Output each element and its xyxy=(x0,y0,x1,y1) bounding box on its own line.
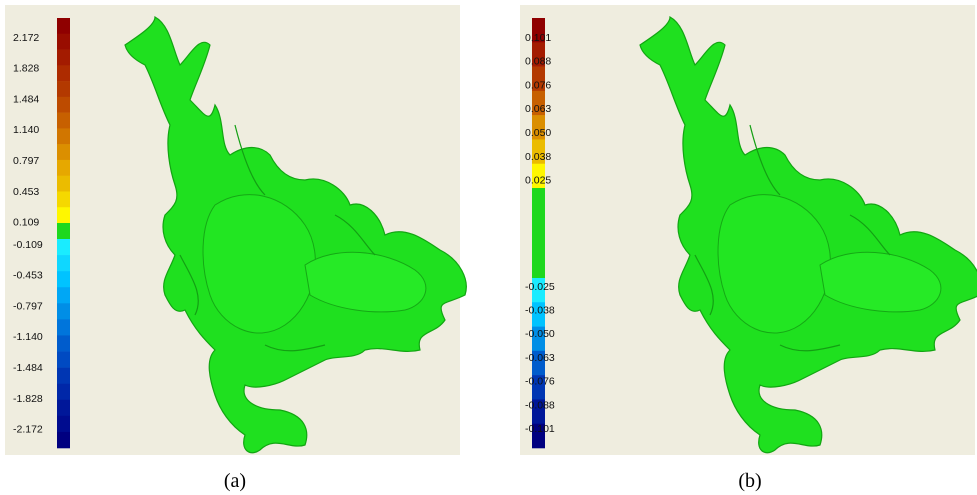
color-bar-segment xyxy=(57,18,70,34)
scale-label: -1.140 xyxy=(13,331,43,343)
panel: 0.101 0.088 0.076 0.063 0.050 0.038 0.025 -0.02… xyxy=(520,5,977,455)
color-bar-segment xyxy=(57,176,70,192)
color-bar-segment xyxy=(57,128,70,144)
color-bar-segment xyxy=(57,50,70,66)
panel: 2.172 1.828 1.484 1.140 0.797 0.453 0.109 -0.10… xyxy=(5,5,466,455)
color-bar-segment xyxy=(57,335,70,351)
color-bar-segment xyxy=(57,368,70,384)
color-bar-segment xyxy=(57,287,70,303)
scale-label: 0.050 xyxy=(525,127,551,139)
color-bar-segment xyxy=(57,160,70,176)
color-bar-segment xyxy=(57,416,70,432)
color-bar-segment xyxy=(57,191,70,207)
color-bar-segment xyxy=(57,384,70,400)
scale-label: -0.038 xyxy=(525,304,555,316)
color-bar-segment xyxy=(57,97,70,113)
scale-label: 1.140 xyxy=(13,124,39,136)
color-bar-segment xyxy=(57,303,70,319)
color-bar-segment xyxy=(57,207,70,223)
scale-label: 0.076 xyxy=(525,79,551,91)
color-bar-segment xyxy=(57,113,70,129)
color-bar-segment xyxy=(57,65,70,81)
scale-label: 1.828 xyxy=(13,63,39,75)
color-bar-segment xyxy=(57,432,70,448)
color-bar-segment xyxy=(57,352,70,368)
figure: 2.172 1.828 1.484 1.140 0.797 0.453 0.109 -0.10… xyxy=(0,0,977,495)
scale-label: -1.828 xyxy=(13,393,43,405)
scale-label: -0.797 xyxy=(13,300,43,312)
scale-label: -0.109 xyxy=(13,239,43,251)
color-bar-segment xyxy=(57,239,70,255)
color-bar-segment xyxy=(57,400,70,416)
scale-label: 0.453 xyxy=(13,186,39,198)
color-bar-segment xyxy=(532,188,545,278)
scale-label: -0.453 xyxy=(13,270,43,282)
scale-label: 0.025 xyxy=(525,175,551,187)
scale-label: -0.050 xyxy=(525,328,555,340)
scale-label: 0.038 xyxy=(525,151,551,163)
caption: (a) xyxy=(224,470,246,492)
scale-label: -0.101 xyxy=(525,423,555,435)
color-bar-segment xyxy=(57,271,70,287)
scale-label: 0.797 xyxy=(13,155,39,167)
color-bar-segment xyxy=(57,223,70,239)
scale-label: -0.088 xyxy=(525,399,555,411)
color-bar-segment xyxy=(57,255,70,271)
caption: (b) xyxy=(738,470,761,492)
color-bar-segment xyxy=(57,319,70,335)
color-bar-segment xyxy=(57,81,70,97)
scale-label: 0.088 xyxy=(525,56,551,68)
scale-label: -0.025 xyxy=(525,281,555,293)
scale-label: -2.172 xyxy=(13,424,43,436)
scale-label: 0.109 xyxy=(13,217,39,229)
scale-label: 1.484 xyxy=(13,93,39,105)
scale-label: 0.063 xyxy=(525,103,551,115)
color-bar-segment xyxy=(57,34,70,50)
scale-label: -1.484 xyxy=(13,362,43,374)
scale-label: -0.063 xyxy=(525,352,555,364)
color-bar-segment xyxy=(57,144,70,160)
scale-label: 2.172 xyxy=(13,32,39,44)
scale-label: 0.101 xyxy=(525,32,551,44)
scale-label: -0.076 xyxy=(525,376,555,388)
